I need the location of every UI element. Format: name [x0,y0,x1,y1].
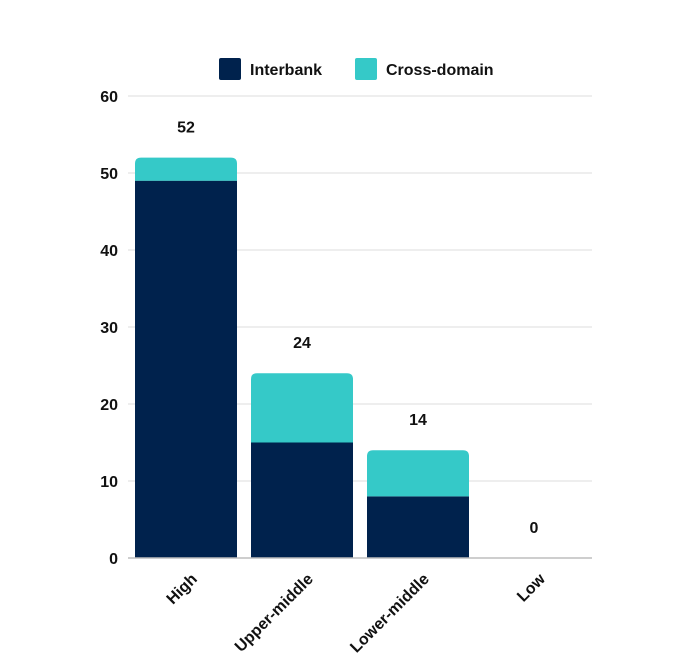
bar-high-interbank[interactable] [135,180,237,558]
legend-label-interbank: Interbank [250,62,322,79]
legend: Interbank Cross-domain [219,58,494,80]
y-tick-label-60: 60 [100,89,118,106]
x-tick-label-lower-middle: Lower-middle [347,571,433,657]
y-tick-label-50: 50 [100,166,118,183]
total-label-lower-middle: 14 [409,412,427,429]
x-axis-tick-labels: High Upper-middle Lower-middle Low [164,570,550,656]
bar-lower-middle-interbank[interactable] [367,496,469,558]
y-tick-label-30: 30 [100,320,118,337]
y-tick-label-0: 0 [109,551,118,568]
y-tick-label-40: 40 [100,243,118,260]
y-axis-tick-labels: 0 10 20 30 40 50 60 [100,89,118,568]
bar-upper-middle-interbank[interactable] [251,442,353,559]
x-tick-label-low: Low [514,570,549,605]
total-labels: 52 24 14 0 [177,120,538,537]
total-label-low: 0 [530,520,539,537]
legend-item-interbank[interactable]: Interbank [219,58,322,80]
total-label-upper-middle: 24 [293,335,311,352]
x-tick-label-high: High [164,571,201,608]
legend-label-cross-domain: Cross-domain [386,62,494,79]
x-tick-label-upper-middle: Upper-middle [232,571,317,656]
legend-swatch-cross-domain [355,58,377,80]
y-tick-label-20: 20 [100,397,118,414]
legend-item-cross-domain[interactable]: Cross-domain [355,58,494,80]
legend-swatch-interbank [219,58,241,80]
y-tick-label-10: 10 [100,474,118,491]
bar-high-cross-domain[interactable] [135,157,237,181]
total-label-high: 52 [177,120,195,137]
bar-lower-middle-cross-domain[interactable] [367,450,469,497]
bars [135,157,469,559]
bar-upper-middle-cross-domain[interactable] [251,373,353,443]
